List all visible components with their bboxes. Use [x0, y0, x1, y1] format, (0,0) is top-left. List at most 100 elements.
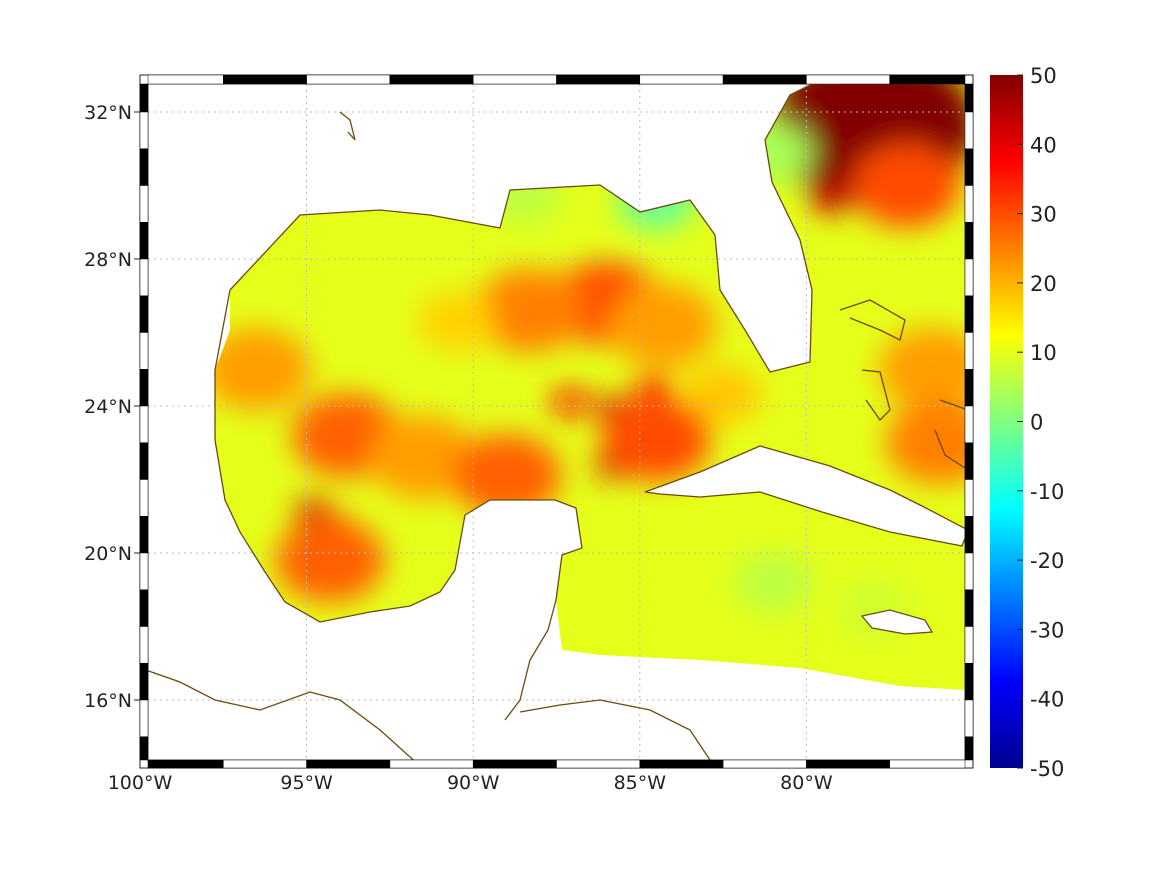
field-feature [811, 186, 848, 215]
frame-segment-bottom [223, 759, 307, 769]
frame-segment-top [722, 74, 807, 85]
mexico-coastline [214, 289, 583, 721]
frame-segment-bottom [722, 759, 807, 769]
frame-segment-left [139, 185, 149, 223]
frame-segment-bottom [806, 759, 890, 769]
frame-segment-top [389, 74, 474, 85]
field-feature [368, 415, 478, 500]
frame-segment-top [806, 74, 890, 85]
x-tick-label: 85°W [614, 772, 667, 794]
frame-segment-right [964, 479, 974, 517]
frame-segment-left [139, 295, 149, 333]
colorbar-tick-label: -30 [1030, 618, 1064, 642]
frame-segment-right [964, 332, 974, 370]
field-feature [734, 122, 813, 183]
field-feature [601, 397, 712, 482]
frame-segment-top [223, 74, 307, 85]
frame-segment-left [139, 663, 149, 701]
frame-segment-left [139, 111, 149, 149]
colorbar-tick-label: -50 [1030, 757, 1064, 781]
x-tick-label: 100°W [108, 772, 173, 794]
field-feature [634, 373, 672, 402]
frame-segment-top [306, 74, 391, 85]
colorbar-tick-label: -20 [1030, 549, 1064, 573]
field-feature [215, 327, 312, 412]
frame-segment-right [964, 369, 974, 407]
field-feature [608, 283, 718, 368]
frame-segment-top [889, 74, 966, 85]
frame-segment-left [139, 369, 149, 407]
colorbar-tick-label: 40 [1030, 133, 1057, 157]
field-feature [878, 327, 965, 412]
x-axis-ticks: 100°W 95°W 90°W 85°W 80°W [108, 772, 833, 794]
data-field [215, 84, 965, 690]
y-tick-label: 16°N [84, 690, 132, 712]
frame-segment-left [139, 405, 149, 443]
frame-segment-left [139, 626, 149, 664]
frame-segment-right [964, 111, 974, 149]
colorbar-ticks: 50 40 30 20 10 0 -10 -20 -30 -40 -50 [1017, 64, 1064, 781]
frame-segment-left [139, 736, 149, 761]
y-axis-ticks: 32°N 28°N 24°N 20°N 16°N [84, 102, 140, 712]
andros-outline [861, 369, 891, 422]
field-feature [617, 170, 696, 231]
field-feature [275, 518, 385, 603]
jamaica-landmass [860, 609, 934, 635]
field-feature [484, 162, 563, 223]
central-america-coastline [519, 699, 711, 761]
field-feature [451, 433, 562, 518]
frame-segment-right [964, 405, 974, 443]
frame-segment-top [147, 74, 224, 85]
frame-segment-left [139, 258, 149, 296]
frame-segment-bottom [889, 759, 966, 769]
x-tick-label: 90°W [447, 772, 500, 794]
colorbar-tick-label: 50 [1030, 64, 1057, 88]
frame-segment-left [139, 332, 149, 370]
field-feature [551, 388, 589, 417]
island-outline [339, 111, 356, 141]
frame-segment-left [139, 83, 149, 113]
y-tick-label: 28°N [84, 249, 132, 271]
frame-segment-left [139, 516, 149, 554]
field-feature [684, 364, 763, 425]
y-tick-label: 20°N [84, 543, 132, 565]
y-tick-label: 32°N [84, 102, 132, 124]
frame-segment-right [964, 589, 974, 627]
frame-segment-right [964, 83, 974, 113]
frame-segment-right [964, 516, 974, 554]
frame-segment-left [139, 222, 149, 260]
colorbar-tick-label: -10 [1030, 480, 1064, 504]
frame-segment-right [964, 663, 974, 701]
frame-segment-left [139, 552, 149, 590]
frame-segment-left [139, 589, 149, 627]
map-frame [139, 74, 974, 769]
frame-segment-bottom [389, 759, 474, 769]
frame-segment-left [139, 479, 149, 517]
frame-segment-right [964, 258, 974, 296]
field-feature [734, 552, 813, 613]
frame-segment-top [639, 74, 724, 85]
y-tick-label: 24°N [84, 396, 132, 418]
frame-segment-right [964, 148, 974, 186]
colorbar-tick-label: 20 [1030, 272, 1057, 296]
colorbar-tick-label: 30 [1030, 203, 1057, 227]
pacific-coastline [139, 667, 421, 767]
gulf-coastline [229, 83, 813, 373]
frame-segment-left [139, 699, 149, 737]
frame-segment-right [964, 295, 974, 333]
frame-segment-right [964, 626, 974, 664]
frame-segment-right [964, 552, 974, 590]
frame-segment-top [556, 74, 641, 85]
frame-segment-left [139, 148, 149, 186]
frame-segment-right [964, 736, 974, 761]
frame-segment-top [472, 74, 557, 85]
colorbar-tick-label: 0 [1030, 411, 1043, 435]
frame-segment-bottom [556, 759, 641, 769]
frame-segment-right [964, 222, 974, 260]
field-feature [851, 143, 961, 228]
frame-segment-bottom [472, 759, 557, 769]
frame-segment-right [964, 699, 974, 737]
frame-segment-bottom [639, 759, 724, 769]
